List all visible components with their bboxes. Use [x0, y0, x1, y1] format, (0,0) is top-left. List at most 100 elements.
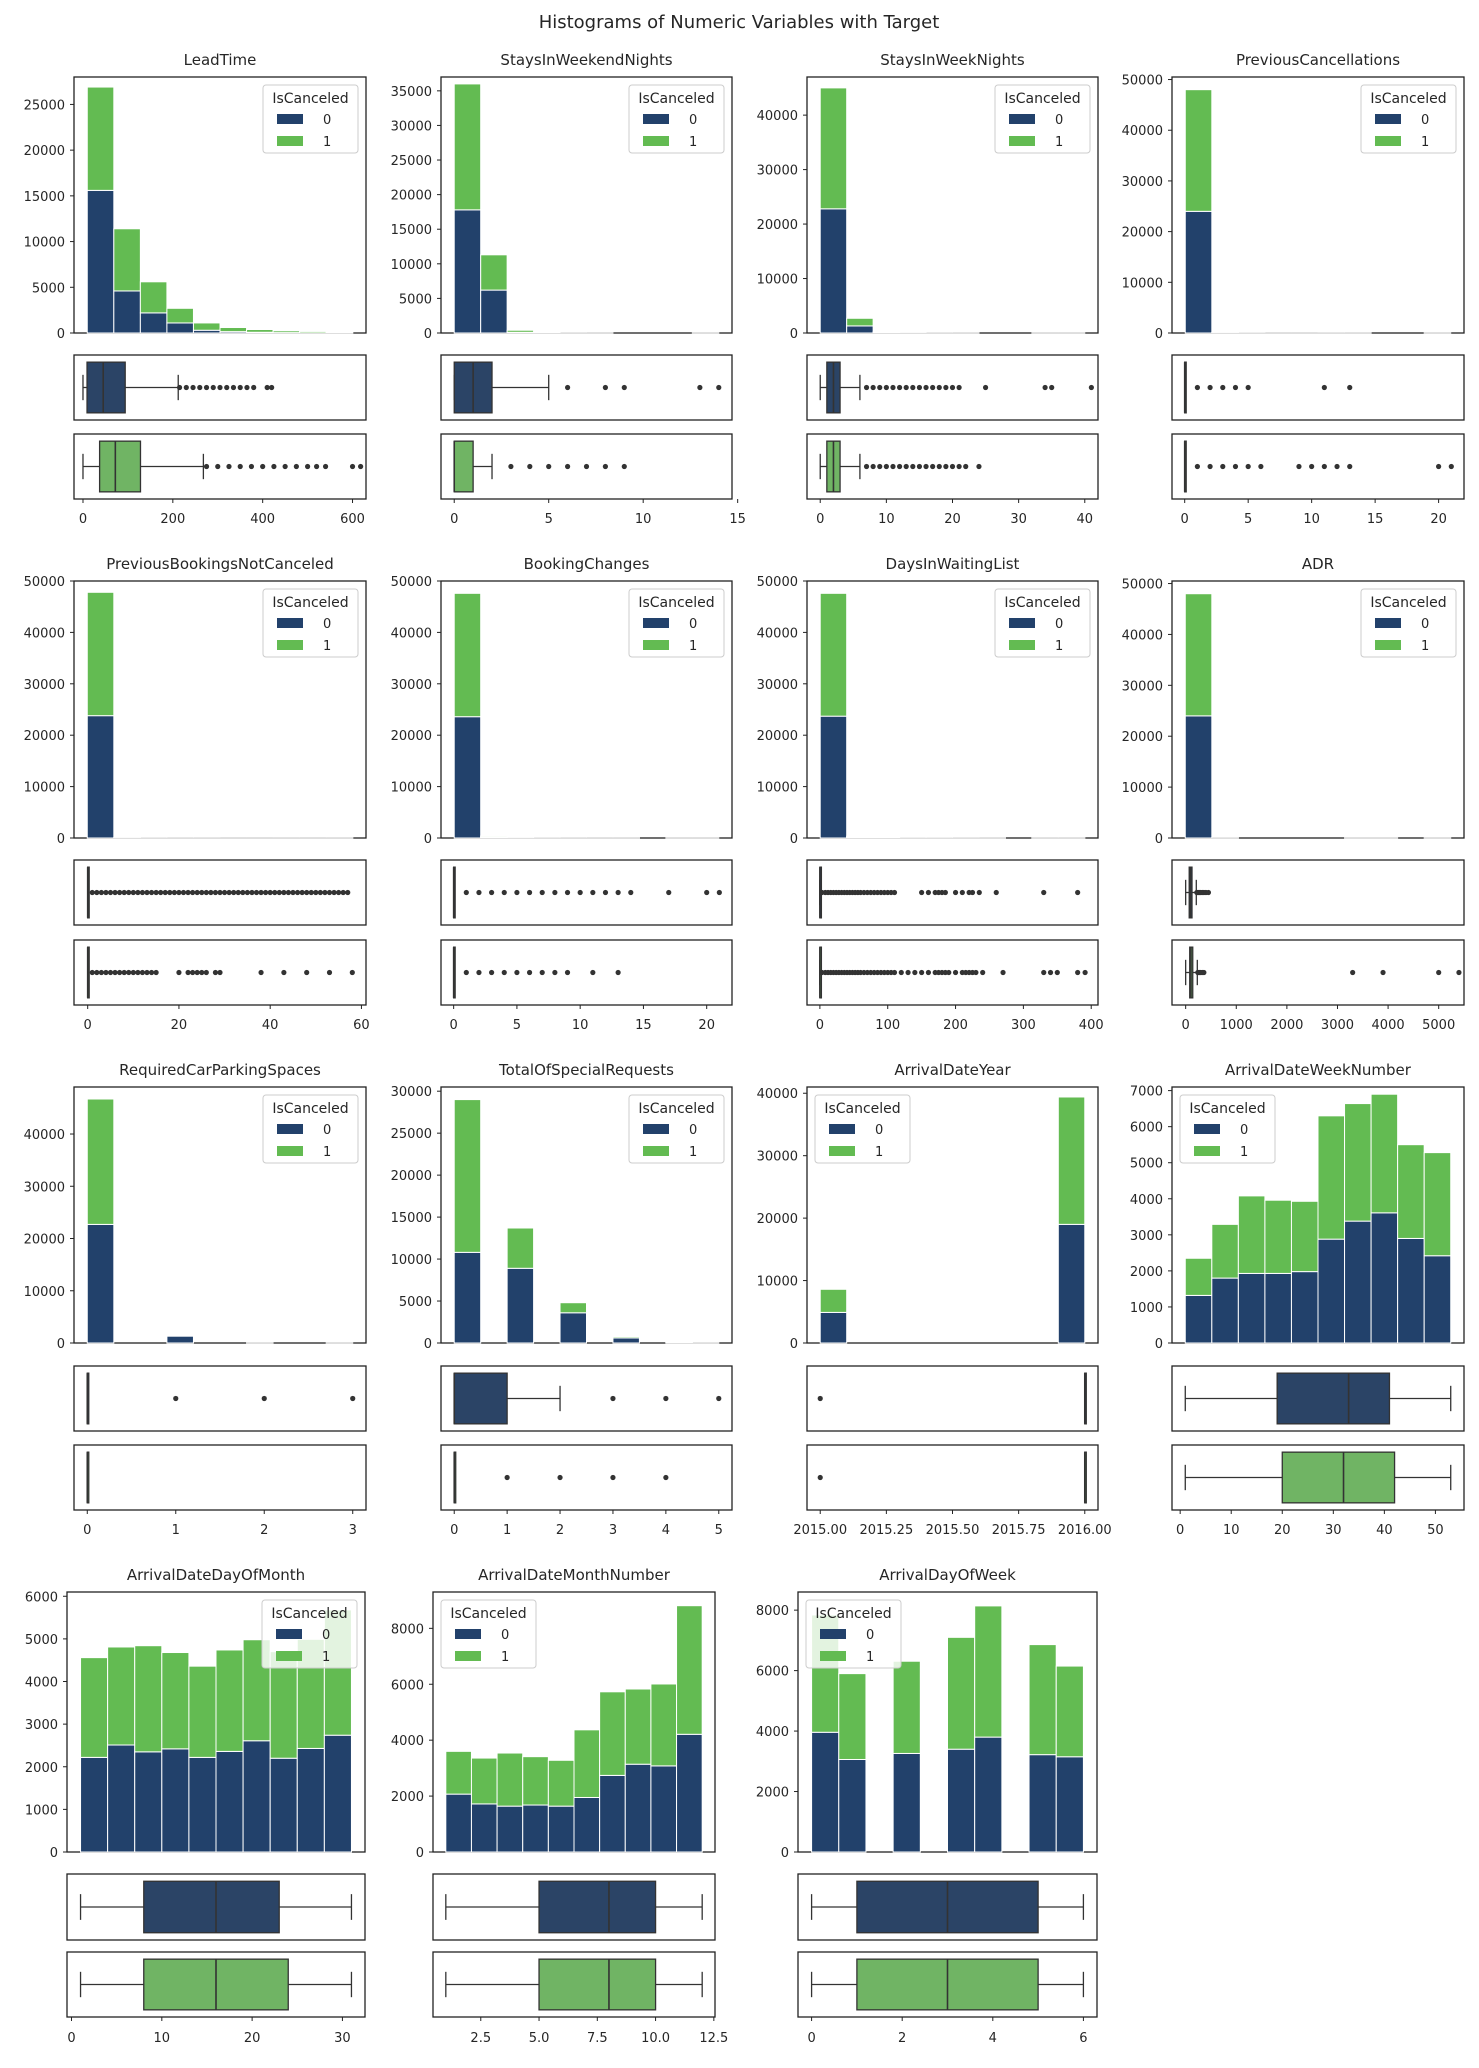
outlier	[1194, 463, 1200, 470]
outlier	[980, 969, 986, 976]
bar-class-1	[650, 1683, 678, 1767]
boxplot-class-1	[440, 1444, 733, 1511]
boxplot-frame	[806, 1365, 1099, 1432]
x-tick-label: 10	[635, 512, 652, 527]
outlier	[103, 889, 109, 896]
legend-title: IsCanceled	[1370, 595, 1446, 611]
legend-label-1: 1	[501, 1650, 509, 1665]
panel-BookingChanges: BookingChanges 0 10000 20000 30000 40000 50000…	[391, 555, 733, 1033]
outlier	[923, 463, 929, 470]
outlier	[891, 969, 898, 976]
outlier	[326, 969, 333, 976]
y-tick-label: 0	[416, 1846, 424, 1861]
boxplot-frame	[1171, 939, 1465, 1006]
outlier	[943, 384, 949, 391]
bar-class-0	[166, 1335, 194, 1344]
outlier	[602, 463, 608, 470]
outlier	[340, 889, 346, 896]
outlier	[117, 969, 123, 976]
x-tick-label: 5.0	[529, 2031, 550, 2046]
x-tick-label: 12.5	[699, 2031, 728, 2046]
outlier	[112, 889, 118, 896]
legend-title: IsCanceled	[450, 1606, 526, 1622]
boxplot-class-0	[1171, 354, 1465, 421]
y-tick-label: 10000	[24, 1285, 65, 1300]
outlier	[199, 889, 205, 896]
outlier	[276, 889, 282, 896]
x-tick-label: 2015.50	[926, 1523, 980, 1538]
bar-class-0	[1317, 1238, 1346, 1344]
bar-class-1	[506, 1227, 535, 1269]
outlier	[190, 969, 196, 976]
outlier	[148, 889, 155, 896]
x-tick-label: 20	[944, 512, 961, 527]
legend-swatch-1	[643, 136, 669, 146]
x-tick-label: 10	[1303, 512, 1320, 527]
outlier	[272, 889, 278, 896]
outlier	[290, 889, 296, 896]
outlier	[903, 463, 909, 470]
outlier	[144, 969, 150, 976]
legend-title: IsCanceled	[1004, 91, 1080, 107]
boxplot-frame	[440, 433, 733, 500]
y-tick-label: 15000	[391, 1211, 432, 1226]
legend-label-0: 0	[1055, 617, 1063, 632]
bar-class-1	[325, 331, 354, 334]
bar-class-1	[139, 281, 168, 314]
legend-swatch-0	[1009, 618, 1035, 628]
x-tick-label: 1	[503, 1523, 511, 1538]
y-tick-label: 50000	[1122, 578, 1163, 593]
legend-label-0: 0	[689, 1123, 697, 1138]
outlier	[610, 1395, 616, 1402]
outlier	[976, 889, 982, 896]
panel-title: ArrivalDateMonthNumber	[478, 1566, 671, 1584]
boxplot-frame	[1171, 1365, 1465, 1432]
boxplot-class-0	[806, 859, 1099, 926]
panel-RequiredCarParkingSpaces: RequiredCarParkingSpaces 0 10000 20000 30000…	[24, 1061, 367, 1538]
legend-label-1: 1	[689, 639, 697, 654]
outlier	[244, 384, 250, 391]
panel-PreviousBookingsNotCanceled: PreviousBookingsNotCanceled 0 10000 20000 30…	[24, 555, 370, 1033]
outlier	[107, 969, 114, 976]
y-tick-label: 0	[424, 832, 432, 847]
bar-class-0	[1057, 1223, 1086, 1344]
outlier	[107, 889, 114, 896]
bar-class-1	[134, 1645, 163, 1753]
outlier	[501, 969, 507, 976]
outlier	[489, 889, 495, 896]
panel-title: BookingChanges	[524, 555, 650, 573]
outlier	[1041, 889, 1047, 896]
bar-class-1	[480, 254, 508, 291]
bar-class-1	[1344, 1103, 1372, 1222]
legend-swatch-0	[277, 1124, 303, 1134]
boxplot-frame	[440, 939, 733, 1006]
y-tick-label: 30000	[24, 678, 65, 693]
y-tick-label: 5000	[25, 1633, 58, 1648]
legend: IsCanceled 0 1	[814, 1094, 911, 1164]
outlier	[925, 889, 932, 896]
outlier	[258, 969, 264, 976]
outlier	[1258, 463, 1264, 470]
panel-title: DaysInWaitingList	[886, 555, 1020, 573]
bar-class-0	[188, 1756, 217, 1853]
bar-class-1	[559, 1302, 588, 1314]
outlier	[326, 889, 333, 896]
bar-class-0	[86, 715, 115, 839]
outlier	[863, 384, 870, 391]
x-tick-label: 15	[635, 1018, 652, 1033]
bar-class-0	[547, 1805, 575, 1853]
bar-class-1	[1184, 89, 1213, 212]
y-tick-label: 20000	[391, 729, 432, 744]
boxplot-frame	[806, 939, 1099, 1006]
outlier	[615, 969, 621, 976]
boxplot-class-0	[73, 354, 367, 421]
outlier	[1041, 969, 1047, 976]
y-tick-label: 6000	[756, 1665, 789, 1680]
y-tick-label: 5000	[399, 292, 432, 307]
bar-class-0	[650, 1765, 678, 1853]
boxplot-frame	[806, 354, 1099, 421]
bar-class-1	[480, 835, 508, 838]
legend: IsCanceled 0 1	[1360, 84, 1457, 154]
legend-label-0: 0	[875, 1123, 883, 1138]
outlier	[663, 1474, 669, 1481]
